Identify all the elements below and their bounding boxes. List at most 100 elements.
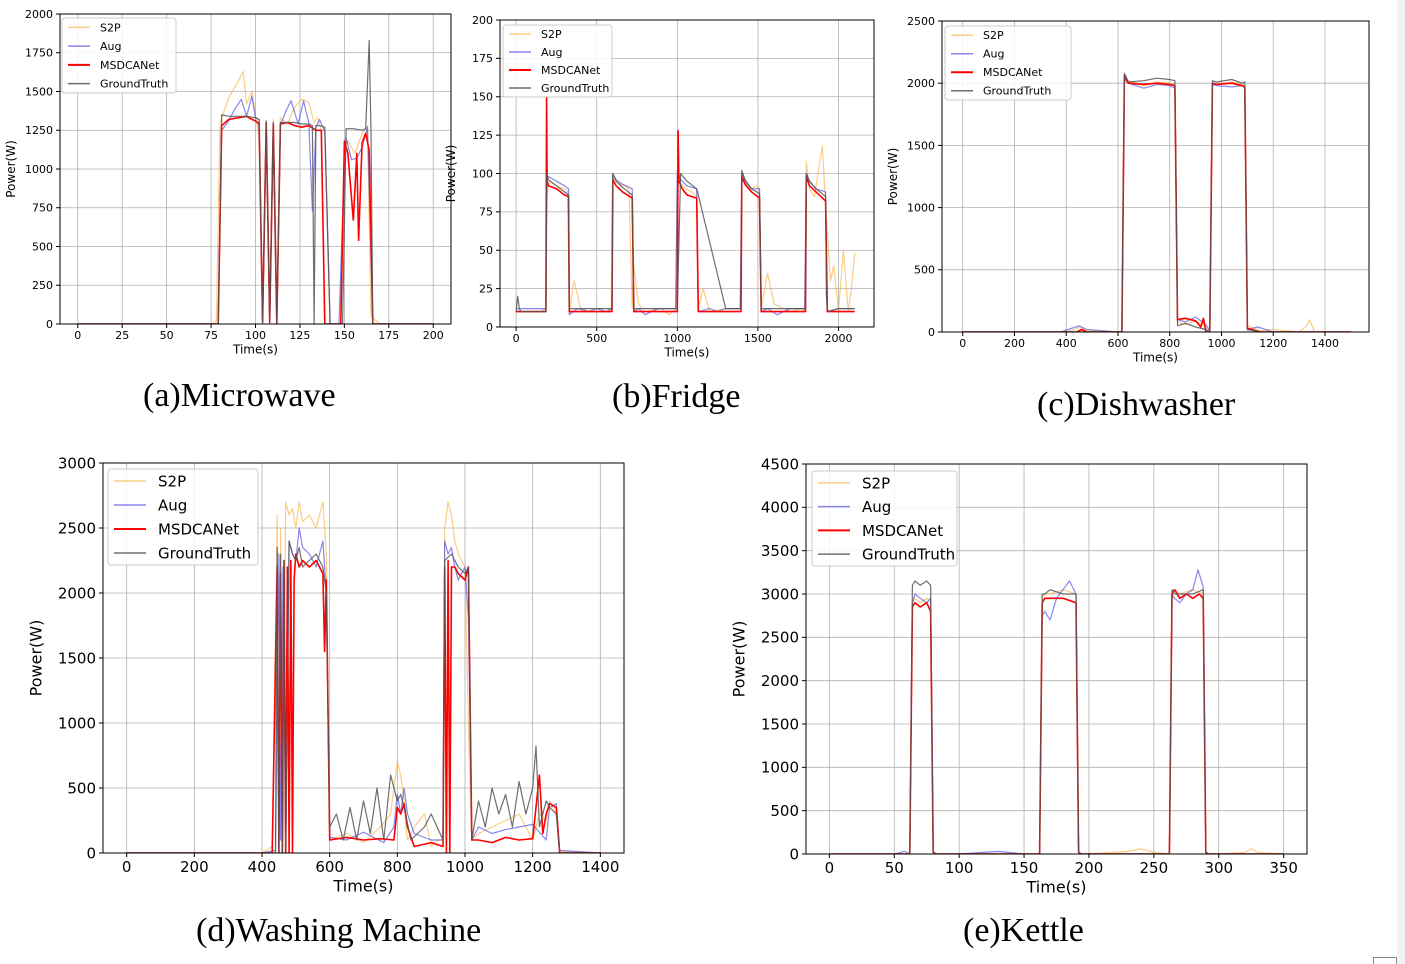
y-tick-label: 25 [479, 282, 493, 295]
x-tick-label: 1000 [446, 858, 484, 876]
y-axis-label: Power(W) [27, 620, 46, 697]
series-line-groundtruth [77, 39, 434, 324]
x-tick-label: 2000 [825, 332, 853, 345]
x-tick-label: 1200 [1259, 337, 1287, 350]
y-tick-label: 0 [486, 321, 493, 334]
legend-label: MSDCANet [158, 520, 239, 538]
x-axis-label: Time(s) [1026, 878, 1087, 897]
series-line-s2p [829, 589, 1284, 854]
y-tick-label: 1500 [907, 139, 935, 152]
x-tick-label: 150 [1010, 859, 1039, 877]
x-tick-label: 0 [122, 858, 132, 876]
tick-labels: 0 50 100 150 200 250 300 3500500100015002000250… [761, 455, 1298, 877]
tick-labels: 0 200 400 600 800 1000 1200 1400 0 500 1000 1500 200… [58, 454, 620, 876]
y-tick-label: 2000 [907, 77, 935, 90]
legend-label: Aug [541, 46, 562, 59]
y-tick-label: 2000 [761, 672, 799, 690]
chart-dishwasher: 0 200 400 600 800 1000 1200 1400 0 500 1000 1500 200… [0, 0, 1400, 370]
plot-frame [805, 463, 1308, 855]
legend-label: GroundTruth [541, 82, 609, 95]
y-axis-label: Power(W) [730, 621, 749, 698]
x-tick-label: 200 [1075, 859, 1104, 877]
x-tick-label: 1500 [744, 332, 772, 345]
x-tick-label: 0 [513, 332, 520, 345]
corner-handle [1373, 957, 1397, 964]
y-tick-label: 1500 [25, 85, 53, 98]
y-tick-label: 1000 [58, 714, 96, 732]
legend-label: GroundTruth [100, 78, 168, 91]
legend-label: Aug [158, 496, 187, 514]
x-tick-label: 50 [160, 329, 174, 342]
legend: S2P Aug MSDCANet GroundTruth [502, 24, 613, 98]
series-group [126, 501, 601, 853]
x-axis-label: Time(s) [664, 345, 710, 359]
series-line-s2p [77, 70, 434, 324]
y-tick-label: 150 [472, 91, 493, 104]
x-tick-label: 25 [115, 329, 129, 342]
x-tick-label: 200 [1004, 337, 1025, 350]
y-tick-label: 500 [914, 264, 935, 277]
tick-labels: 0 25 50 75 100 125 150 175 200025050075010001250… [25, 8, 444, 342]
series-line-msdcanet [829, 588, 1284, 854]
legend-label: S2P [158, 472, 186, 490]
plot-frame [941, 20, 1370, 333]
legend-label: Aug [983, 48, 1004, 61]
scrollbar-track[interactable] [1397, 0, 1405, 964]
x-tick-label: 600 [1107, 337, 1128, 350]
x-tick-label: 0 [959, 337, 966, 350]
y-axis-label: Power(W) [4, 140, 18, 198]
x-tick-label: 800 [1159, 337, 1180, 350]
x-tick-label: 800 [383, 858, 412, 876]
y-tick-label: 1750 [25, 47, 53, 60]
x-tick-label: 200 [423, 329, 444, 342]
series-line-groundtruth [962, 72, 1351, 332]
x-tick-label: 0 [74, 329, 81, 342]
y-tick-label: 100 [472, 167, 493, 180]
legend: S2P Aug MSDCANet GroundTruth [811, 470, 958, 567]
x-tick-label: 600 [315, 858, 344, 876]
tick-labels: 0 500 1000 1500 2000 0 25 50 75 100 125 150 175 200 [472, 14, 853, 345]
legend-label: MSDCANet [100, 59, 160, 72]
x-axis-label: Time(s) [232, 342, 278, 356]
series-line-groundtruth [515, 169, 855, 313]
x-tick-label: 100 [945, 859, 974, 877]
y-tick-label: 200 [472, 14, 493, 27]
y-tick-label: 0 [46, 318, 53, 331]
series-line-msdcanet [126, 553, 601, 853]
y-tick-label: 1250 [25, 124, 53, 137]
chart-kettle: 0 50 100 150 200 250 300 350 0 500 1000 1500 2000 250… [730, 455, 1308, 897]
series-line-groundtruth [829, 580, 1284, 854]
y-tick-label: 1500 [761, 715, 799, 733]
y-tick-label: 1500 [58, 649, 96, 667]
x-tick-label: 350 [1269, 859, 1298, 877]
x-tick-label: 0 [825, 859, 835, 877]
legend-label: GroundTruth [158, 544, 251, 562]
series-group [515, 96, 856, 316]
x-tick-label: 250 [1140, 859, 1169, 877]
x-tick-label: 150 [334, 329, 355, 342]
x-tick-label: 1200 [514, 858, 552, 876]
y-tick-label: 175 [472, 52, 493, 65]
legend-label: MSDCANet [541, 64, 601, 77]
legend: S2P Aug MSDCANet GroundTruth [944, 25, 1072, 101]
legend-label: S2P [983, 29, 1004, 42]
legend-box [502, 24, 613, 98]
y-tick-label: 2500 [907, 15, 935, 28]
legend-box [107, 468, 259, 566]
legend-label: Aug [100, 40, 121, 53]
x-tick-label: 400 [248, 858, 277, 876]
chart-svg-microwave: 0 25 50 75 100 125 150 175 200025050075010001250… [4, 8, 452, 356]
y-tick-label: 2500 [58, 519, 96, 537]
y-tick-label: 125 [472, 129, 493, 142]
y-tick-label: 0 [86, 844, 96, 862]
x-axis-label: Time(s) [333, 877, 394, 896]
x-tick-label: 1000 [663, 332, 691, 345]
x-tick-label: 1400 [1311, 337, 1339, 350]
x-tick-label: 100 [245, 329, 266, 342]
y-tick-label: 1000 [907, 201, 935, 214]
y-tick-label: 750 [32, 202, 53, 215]
y-tick-label: 0 [789, 845, 799, 863]
y-tick-label: 3000 [761, 585, 799, 603]
legend-box [811, 470, 958, 567]
series-group [77, 39, 434, 324]
